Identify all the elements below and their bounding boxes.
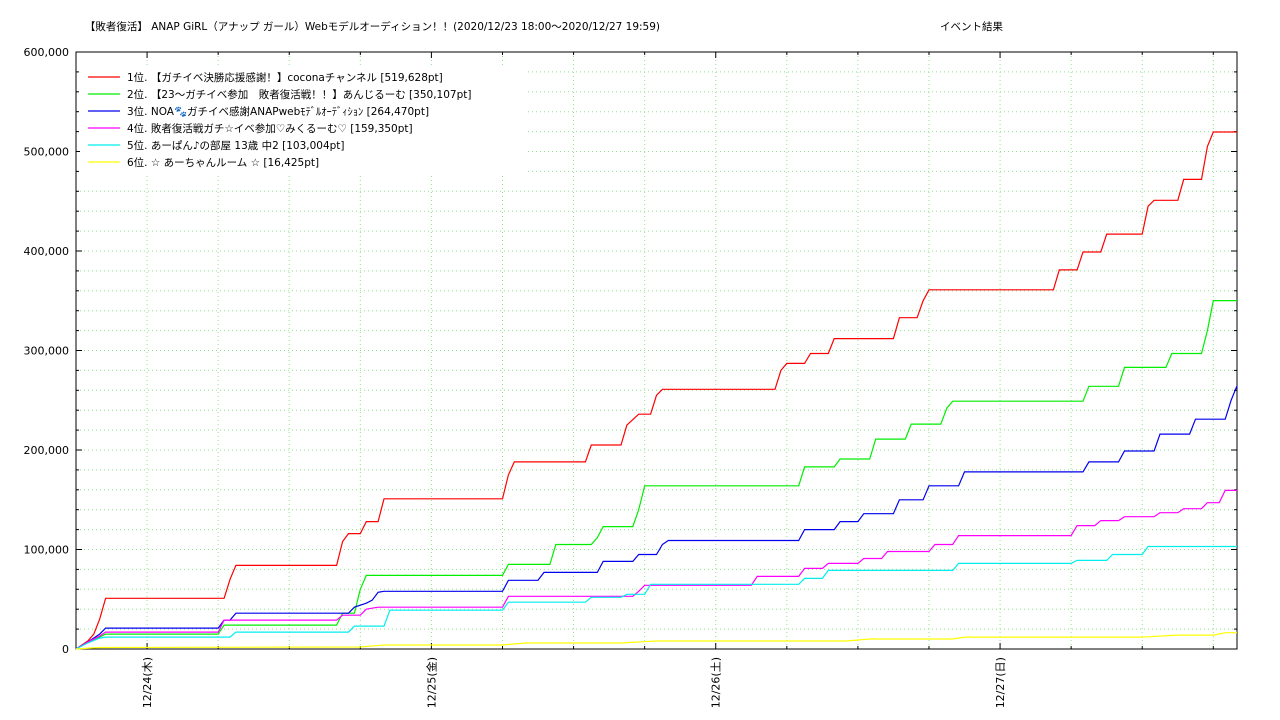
x-tick-label: 12/24(木) (141, 657, 154, 708)
legend-background (80, 66, 525, 176)
axis-ticks: 0 100,000 200,000 300,000 400,000 500,000 600,… (24, 46, 1237, 708)
series-line-4 (75, 489, 1237, 650)
legend: 1位. 【ガチイベ決勝応援感謝！】coconaチャンネル [519,628pt]… (80, 66, 525, 176)
legend-label-6: 6位. ☆ あーちゃんルーム ☆ [16,425pt] (127, 156, 319, 169)
y-tick-label: 100,000 (24, 544, 70, 557)
series-line-5 (75, 545, 1237, 650)
x-tick-label: 12/27(日) (994, 657, 1007, 708)
chart-title: 【敗者復活】 ANAP GiRL（アナップ ガール）Webモデルオーディション！… (85, 20, 660, 33)
x-tick-label: 12/26(土) (710, 657, 723, 708)
legend-label-5: 5位. あーぱん♪の部屋 13歳 中2 [103,004pt] (127, 139, 345, 152)
y-tick-label: 600,000 (24, 46, 70, 59)
y-tick-label: 500,000 (24, 146, 70, 159)
y-tick-label: 400,000 (24, 245, 70, 258)
chart-subtitle: イベント結果 (940, 20, 1003, 33)
y-tick-label: 0 (62, 643, 69, 656)
legend-label-2: 2位. 【23〜ガチイベ参加 敗者復活戦！！】あんじるーむ [350,107pt… (127, 88, 471, 101)
legend-label-3: 3位. NOA🐾ガチイベ感謝ANAPwebﾓﾃﾞﾙｵｰﾃﾞｨｼｮﾝ [264,4… (127, 105, 429, 118)
grid (76, 52, 1237, 649)
series-line-3 (75, 385, 1238, 650)
series-line-2 (75, 300, 1237, 650)
series-line-6 (75, 632, 1237, 650)
y-tick-label: 200,000 (24, 444, 70, 457)
legend-label-4: 4位. 敗者復活戦ガチ☆イベ参加♡みくるーむ♡ [159,350pt] (127, 122, 413, 135)
y-tick-label: 300,000 (24, 345, 70, 358)
legend-label-1: 1位. 【ガチイベ決勝応援感謝！】coconaチャンネル [519,628pt] (127, 71, 443, 84)
x-tick-label: 12/25(金) (424, 657, 438, 708)
series-lines (75, 131, 1238, 650)
series-line-1 (75, 131, 1237, 650)
